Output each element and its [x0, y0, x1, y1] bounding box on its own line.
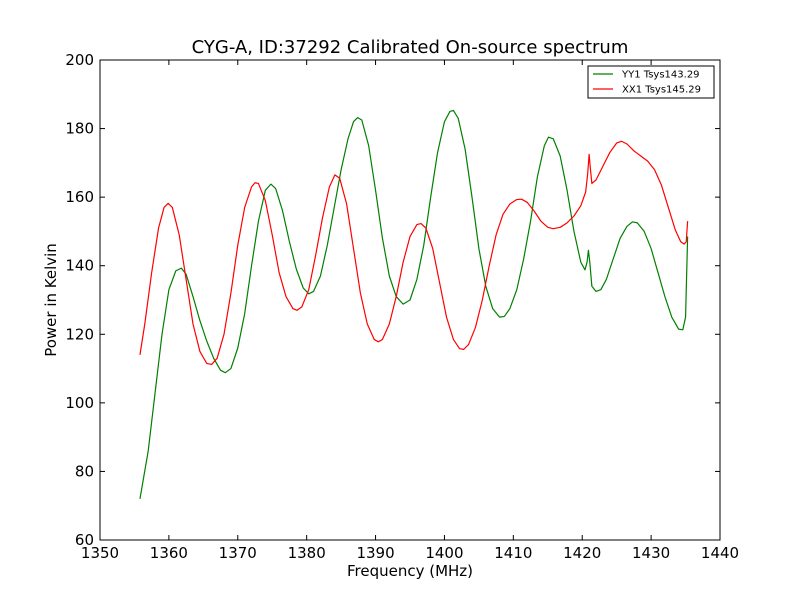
x-tick-label: 1410 — [494, 544, 532, 562]
y-tick-label: 60 — [75, 531, 94, 549]
x-tick-label: 1420 — [563, 544, 601, 562]
y-tick-label: 200 — [65, 51, 94, 69]
legend-label-0: YY1 Tsys143.29 — [621, 70, 700, 81]
y-tick-label: 180 — [65, 120, 94, 138]
chart-title: CYG-A, ID:37292 Calibrated On-source spe… — [192, 37, 629, 58]
x-tick-label: 1350 — [81, 544, 119, 562]
x-tick-label: 1390 — [356, 544, 394, 562]
y-tick-label: 80 — [75, 462, 94, 480]
y-tick-label: 120 — [65, 325, 94, 343]
x-tick-label: 1430 — [632, 544, 670, 562]
x-tick-label: 1400 — [425, 544, 463, 562]
y-axis-label: Power in Kelvin — [42, 243, 60, 357]
plot-frame — [99, 59, 721, 541]
legend-label-1: XX1 Tsys145.29 — [622, 85, 701, 96]
x-tick-label: 1360 — [150, 544, 188, 562]
series-line-1 — [139, 140, 689, 366]
y-tick-label: 160 — [65, 188, 94, 206]
x-axis-label: Frequency (MHz) — [347, 562, 473, 580]
legend-box — [587, 65, 715, 99]
y-tick-label: 140 — [65, 257, 94, 275]
legend: YY1 Tsys143.29 XX1 Tsys145.29 — [587, 65, 715, 99]
x-tick-label: 1380 — [288, 544, 326, 562]
x-tick-label: 1440 — [701, 544, 739, 562]
series-line-0 — [139, 109, 689, 499]
y-tick-label: 100 — [65, 394, 94, 412]
x-tick-label: 1370 — [219, 544, 257, 562]
